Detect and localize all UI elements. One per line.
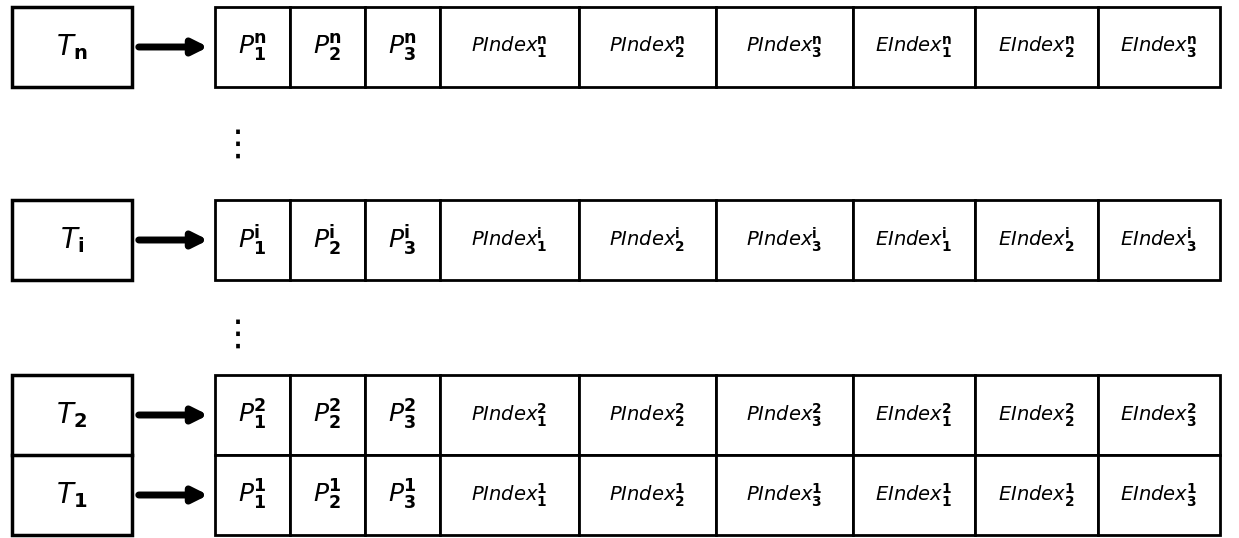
Text: $\mathbf{\mathit{PIndex}}_{\mathbf{1}}^{\mathbf{1}}$: $\mathbf{\mathit{PIndex}}_{\mathbf{1}}^{… xyxy=(471,482,548,509)
Text: $\mathbf{\mathit{PIndex}}_{\mathbf{3}}^{\mathbf{i}}$: $\mathbf{\mathit{PIndex}}_{\mathbf{3}}^{… xyxy=(746,225,823,254)
Text: $\mathbf{\mathit{PIndex}}_{\mathbf{3}}^{\mathbf{1}}$: $\mathbf{\mathit{PIndex}}_{\mathbf{3}}^{… xyxy=(746,482,823,509)
Text: $\mathbf{\mathit{EIndex}}_{\mathbf{2}}^{\mathbf{2}}$: $\mathbf{\mathit{EIndex}}_{\mathbf{2}}^{… xyxy=(997,401,1074,429)
Text: $\mathbf{\mathit{EIndex}}_{\mathbf{1}}^{\mathbf{1}}$: $\mathbf{\mathit{EIndex}}_{\mathbf{1}}^{… xyxy=(875,482,953,509)
Bar xyxy=(1098,375,1220,455)
Bar xyxy=(716,375,852,455)
Text: $\mathbf{\mathit{T}}_{\mathbf{i}}$: $\mathbf{\mathit{T}}_{\mathbf{i}}$ xyxy=(59,225,84,255)
Bar xyxy=(216,375,290,455)
Bar xyxy=(1098,7,1220,87)
Text: $\mathbf{\mathit{P}}_{\mathbf{3}}^{\mathbf{i}}$: $\mathbf{\mathit{P}}_{\mathbf{3}}^{\math… xyxy=(388,222,416,258)
Bar xyxy=(1098,455,1220,535)
Text: $\mathbf{\mathit{PIndex}}_{\mathbf{2}}^{\mathbf{n}}$: $\mathbf{\mathit{PIndex}}_{\mathbf{2}}^{… xyxy=(608,34,685,60)
Text: $\mathbf{\mathit{EIndex}}_{\mathbf{2}}^{\mathbf{1}}$: $\mathbf{\mathit{EIndex}}_{\mathbf{2}}^{… xyxy=(997,482,1075,509)
Bar xyxy=(852,7,975,87)
Text: $\mathbf{\mathit{PIndex}}_{\mathbf{1}}^{\mathbf{n}}$: $\mathbf{\mathit{PIndex}}_{\mathbf{1}}^{… xyxy=(471,34,548,60)
Bar xyxy=(290,455,364,535)
Bar xyxy=(216,200,290,280)
Text: $\mathbf{\mathit{EIndex}}_{\mathbf{3}}^{\mathbf{i}}$: $\mathbf{\mathit{EIndex}}_{\mathbf{3}}^{… xyxy=(1120,225,1197,254)
Text: $\mathbf{\mathit{PIndex}}_{\mathbf{1}}^{\mathbf{i}}$: $\mathbf{\mathit{PIndex}}_{\mathbf{1}}^{… xyxy=(471,225,548,254)
Bar xyxy=(12,7,133,87)
Text: $\mathbf{\mathit{T}}_{\mathbf{2}}$: $\mathbf{\mathit{T}}_{\mathbf{2}}$ xyxy=(57,400,88,430)
Text: $\mathbf{\mathit{EIndex}}_{\mathbf{1}}^{\mathbf{i}}$: $\mathbf{\mathit{EIndex}}_{\mathbf{1}}^{… xyxy=(875,225,953,254)
Bar xyxy=(364,455,440,535)
Bar xyxy=(440,200,579,280)
Bar xyxy=(579,455,716,535)
Bar xyxy=(852,200,975,280)
Bar xyxy=(12,375,133,535)
Bar xyxy=(716,200,852,280)
Bar xyxy=(364,7,440,87)
Bar xyxy=(440,375,579,455)
Text: $\mathbf{\mathit{EIndex}}_{\mathbf{1}}^{\mathbf{2}}$: $\mathbf{\mathit{EIndex}}_{\mathbf{1}}^{… xyxy=(875,401,953,429)
Bar xyxy=(579,7,716,87)
Bar xyxy=(579,375,716,455)
Text: $\mathbf{\mathit{T}}_{\mathbf{1}}$: $\mathbf{\mathit{T}}_{\mathbf{1}}$ xyxy=(56,480,88,510)
Bar xyxy=(364,375,440,455)
Text: $\mathbf{\mathit{P}}_{\mathbf{2}}^{\mathbf{2}}$: $\mathbf{\mathit{P}}_{\mathbf{2}}^{\math… xyxy=(313,398,342,432)
Text: $\mathbf{\mathit{P}}_{\mathbf{1}}^{\mathbf{1}}$: $\mathbf{\mathit{P}}_{\mathbf{1}}^{\math… xyxy=(238,478,266,512)
Bar xyxy=(716,7,852,87)
Bar xyxy=(290,375,364,455)
Text: $\vdots$: $\vdots$ xyxy=(219,128,240,162)
Bar xyxy=(216,455,290,535)
Text: $\vdots$: $\vdots$ xyxy=(219,318,240,352)
Text: $\mathbf{\mathit{P}}_{\mathbf{3}}^{\mathbf{1}}$: $\mathbf{\mathit{P}}_{\mathbf{3}}^{\math… xyxy=(388,478,416,512)
Bar xyxy=(716,455,852,535)
Bar xyxy=(290,7,364,87)
Bar xyxy=(1098,200,1220,280)
Text: $\mathbf{\mathit{P}}_{\mathbf{1}}^{\mathbf{i}}$: $\mathbf{\mathit{P}}_{\mathbf{1}}^{\math… xyxy=(238,222,266,258)
Bar xyxy=(12,200,133,280)
Text: $\mathbf{\mathit{PIndex}}_{\mathbf{2}}^{\mathbf{1}}$: $\mathbf{\mathit{PIndex}}_{\mathbf{2}}^{… xyxy=(608,482,685,509)
Bar xyxy=(290,200,364,280)
Text: $\mathbf{\mathit{PIndex}}_{\mathbf{2}}^{\mathbf{i}}$: $\mathbf{\mathit{PIndex}}_{\mathbf{2}}^{… xyxy=(610,225,685,254)
Bar xyxy=(975,200,1098,280)
Text: $\mathbf{\mathit{P}}_{\mathbf{3}}^{\mathbf{n}}$: $\mathbf{\mathit{P}}_{\mathbf{3}}^{\math… xyxy=(388,32,416,62)
Bar xyxy=(975,455,1098,535)
Bar xyxy=(440,455,579,535)
Text: $\mathbf{\mathit{P}}_{\mathbf{1}}^{\mathbf{n}}$: $\mathbf{\mathit{P}}_{\mathbf{1}}^{\math… xyxy=(238,32,266,62)
Text: $\mathbf{\mathit{P}}_{\mathbf{3}}^{\mathbf{2}}$: $\mathbf{\mathit{P}}_{\mathbf{3}}^{\math… xyxy=(388,398,416,432)
Text: $\mathbf{\mathit{P}}_{\mathbf{2}}^{\mathbf{1}}$: $\mathbf{\mathit{P}}_{\mathbf{2}}^{\math… xyxy=(313,478,342,512)
Text: $\mathbf{\mathit{EIndex}}_{\mathbf{2}}^{\mathbf{n}}$: $\mathbf{\mathit{EIndex}}_{\mathbf{2}}^{… xyxy=(997,34,1075,60)
Text: $\mathbf{\mathit{EIndex}}_{\mathbf{3}}^{\mathbf{n}}$: $\mathbf{\mathit{EIndex}}_{\mathbf{3}}^{… xyxy=(1120,34,1197,60)
Text: $\mathbf{\mathit{EIndex}}_{\mathbf{3}}^{\mathbf{1}}$: $\mathbf{\mathit{EIndex}}_{\mathbf{3}}^{… xyxy=(1120,482,1197,509)
Bar xyxy=(852,375,975,455)
Bar xyxy=(852,455,975,535)
Text: $\mathbf{\mathit{PIndex}}_{\mathbf{3}}^{\mathbf{2}}$: $\mathbf{\mathit{PIndex}}_{\mathbf{3}}^{… xyxy=(746,401,823,429)
Bar xyxy=(975,7,1098,87)
Text: $\mathbf{\mathit{EIndex}}_{\mathbf{3}}^{\mathbf{2}}$: $\mathbf{\mathit{EIndex}}_{\mathbf{3}}^{… xyxy=(1120,401,1197,429)
Bar xyxy=(440,7,579,87)
Text: $\mathbf{\mathit{EIndex}}_{\mathbf{2}}^{\mathbf{i}}$: $\mathbf{\mathit{EIndex}}_{\mathbf{2}}^{… xyxy=(997,225,1074,254)
Bar xyxy=(579,200,716,280)
Text: $\mathbf{\mathit{EIndex}}_{\mathbf{1}}^{\mathbf{n}}$: $\mathbf{\mathit{EIndex}}_{\mathbf{1}}^{… xyxy=(875,34,953,60)
Text: $\mathbf{\mathit{P}}_{\mathbf{2}}^{\mathbf{i}}$: $\mathbf{\mathit{P}}_{\mathbf{2}}^{\math… xyxy=(313,222,342,258)
Bar xyxy=(216,7,290,87)
Text: $\mathbf{\mathit{PIndex}}_{\mathbf{2}}^{\mathbf{2}}$: $\mathbf{\mathit{PIndex}}_{\mathbf{2}}^{… xyxy=(610,401,685,429)
Text: $\mathbf{\mathit{P}}_{\mathbf{2}}^{\mathbf{n}}$: $\mathbf{\mathit{P}}_{\mathbf{2}}^{\math… xyxy=(313,32,342,62)
Text: $\mathbf{\mathit{T}}_{\mathbf{n}}$: $\mathbf{\mathit{T}}_{\mathbf{n}}$ xyxy=(56,32,88,62)
Bar xyxy=(364,200,440,280)
Bar xyxy=(975,375,1098,455)
Text: $\mathbf{\mathit{PIndex}}_{\mathbf{3}}^{\mathbf{n}}$: $\mathbf{\mathit{PIndex}}_{\mathbf{3}}^{… xyxy=(746,34,823,60)
Text: $\mathbf{\mathit{P}}_{\mathbf{1}}^{\mathbf{2}}$: $\mathbf{\mathit{P}}_{\mathbf{1}}^{\math… xyxy=(238,398,266,432)
Text: $\mathbf{\mathit{PIndex}}_{\mathbf{1}}^{\mathbf{2}}$: $\mathbf{\mathit{PIndex}}_{\mathbf{1}}^{… xyxy=(471,401,548,429)
